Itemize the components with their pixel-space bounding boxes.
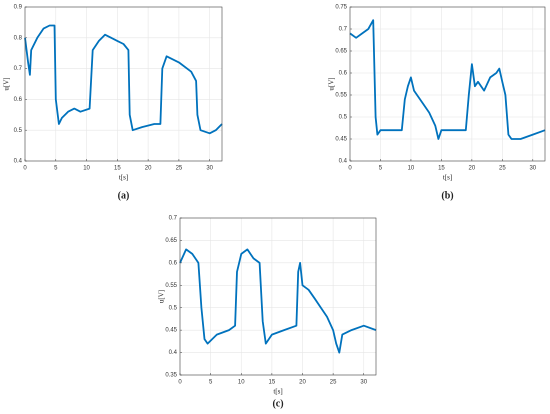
panel-label: (c) (272, 398, 283, 409)
plot-frame (179, 217, 377, 376)
signal-line (349, 19, 546, 140)
y-tick-label: 0.35 (165, 373, 177, 379)
y-tick-label: 0.75 (335, 5, 347, 11)
plot-frame (24, 6, 223, 162)
y-axis-label: u[V] (328, 77, 336, 90)
x-axis-label: t[s] (119, 174, 128, 182)
x-tick-label: 20 (299, 380, 306, 386)
x-tick-label: 25 (499, 166, 506, 172)
panel-label: (b) (441, 190, 453, 201)
y-tick-label: 0.7 (14, 66, 23, 72)
y-tick-label: 0.6 (14, 97, 23, 103)
y-tick-label: 0.4 (14, 159, 23, 165)
signal-line (179, 248, 377, 354)
y-tick-label: 0.5 (339, 115, 348, 121)
y-tick-label: 0.9 (14, 5, 23, 11)
x-tick-label: 5 (209, 380, 213, 386)
y-tick-label: 0.45 (335, 137, 347, 143)
x-tick-label: 10 (238, 380, 245, 386)
x-tick-label: 5 (379, 166, 383, 172)
y-tick-label: 0.5 (169, 305, 178, 311)
x-tick-label: 30 (529, 166, 536, 172)
x-tick-label: 10 (83, 166, 90, 172)
y-tick-label: 0.7 (169, 216, 178, 222)
x-tick-label: 25 (330, 380, 337, 386)
x-tick-label: 0 (348, 166, 352, 172)
x-axis-label: t[s] (273, 388, 282, 396)
plot-frame (349, 6, 546, 162)
x-axis-label: t[s] (443, 174, 452, 182)
y-tick-label: 0.4 (169, 350, 178, 356)
panel-label: (a) (118, 190, 130, 201)
x-tick-label: 30 (206, 166, 213, 172)
plot-area (180, 218, 376, 375)
y-axis-label: u[V] (3, 77, 11, 90)
x-tick-label: 10 (408, 166, 415, 172)
y-tick-label: 0.4 (339, 159, 348, 165)
signal-line (24, 24, 223, 135)
x-tick-label: 15 (438, 166, 445, 172)
y-tick-label: 0.7 (339, 27, 348, 33)
y-tick-label: 0.8 (14, 35, 23, 41)
y-tick-label: 0.5 (14, 128, 23, 134)
y-tick-label: 0.6 (339, 71, 348, 77)
x-tick-label: 5 (54, 166, 58, 172)
x-tick-label: 0 (23, 166, 27, 172)
x-tick-label: 15 (114, 166, 121, 172)
x-tick-label: 30 (360, 380, 367, 386)
y-tick-label: 0.55 (165, 283, 177, 289)
y-tick-label: 0.6 (169, 260, 178, 266)
y-tick-label: 0.45 (165, 328, 177, 334)
x-tick-label: 20 (469, 166, 476, 172)
x-tick-label: 25 (176, 166, 183, 172)
x-tick-label: 0 (178, 380, 182, 386)
plot-area (25, 7, 222, 161)
y-tick-label: 0.65 (335, 49, 347, 55)
y-tick-label: 0.55 (335, 93, 347, 99)
x-tick-label: 20 (145, 166, 152, 172)
y-tick-label: 0.65 (165, 238, 177, 244)
x-tick-label: 15 (269, 380, 276, 386)
plot-area (350, 7, 545, 161)
y-axis-label: u[V] (158, 290, 166, 303)
